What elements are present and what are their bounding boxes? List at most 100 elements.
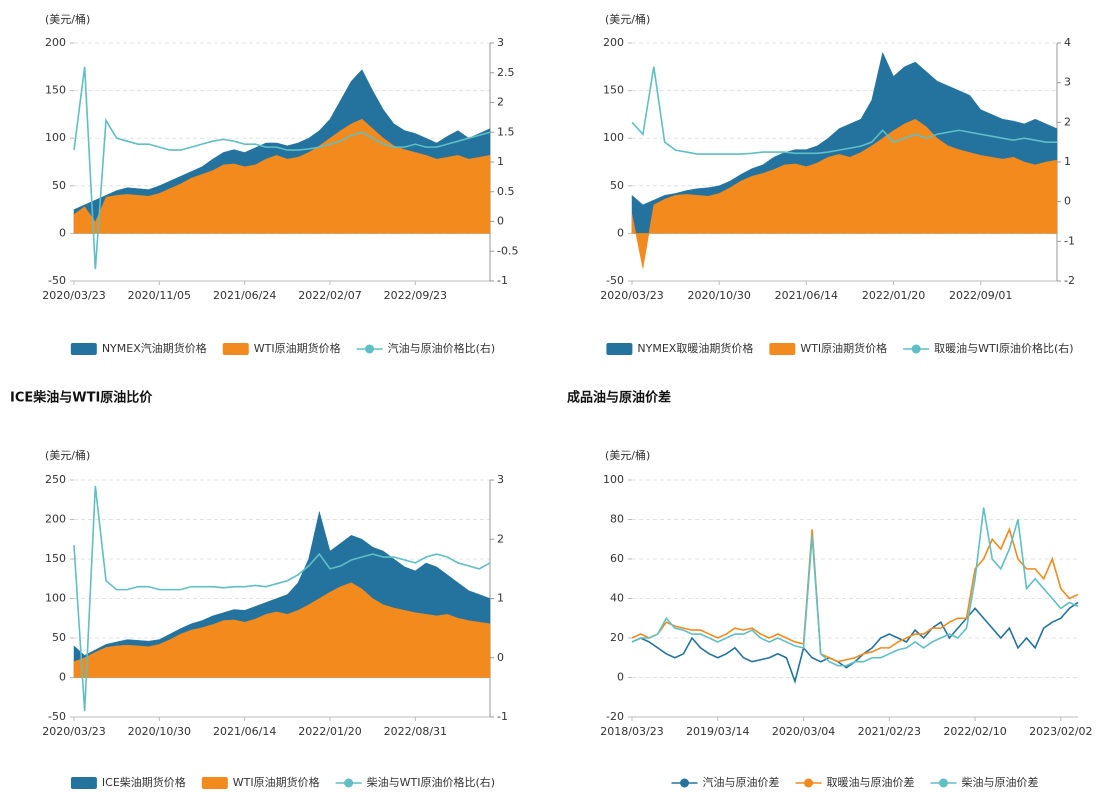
y2-tick-label: 2: [497, 96, 504, 109]
area: [73, 582, 491, 678]
x-tick-label: 2020/11/05: [128, 289, 191, 302]
x-tick-label: 2021/06/14: [775, 289, 838, 302]
legend-swatch: [769, 343, 796, 355]
legend-label: 汽油与原油价差: [703, 775, 780, 789]
y-tick-label: -20: [606, 710, 624, 723]
x-tick-label: 2021/02/23: [858, 725, 921, 738]
x-tick-label: 2020/10/30: [128, 725, 191, 738]
x-tick-label: 2022/02/10: [943, 725, 1006, 738]
unit-label: (美元/桶): [45, 12, 90, 26]
y-tick-label: 80: [610, 513, 624, 526]
chart-panel: ICE柴油与WTI原油比价 (美元/桶) -50 0 50 100 150 200 250 -1 0…: [10, 390, 508, 789]
y-tick-label: 0: [617, 226, 624, 239]
x-tick-label: 2021/06/14: [213, 725, 276, 738]
chart-panel: 成品油与原油价差 (美元/桶) -20 0 20 40 60 80 100 2018/03/23 2…: [567, 390, 1093, 790]
y-tick-label: -50: [48, 710, 66, 723]
legend-marker: [680, 778, 689, 788]
line: [73, 66, 491, 270]
line: [631, 507, 1079, 667]
x-tick-label: 2022/09/01: [949, 289, 1012, 302]
legend-swatch: [70, 777, 97, 789]
y2-tick-label: -0.5: [497, 244, 518, 257]
legend-marker: [365, 344, 375, 354]
x-tick-label: 2019/03/14: [686, 725, 749, 738]
y2-tick-label: -1: [497, 274, 508, 287]
y2-tick-label: 0.5: [497, 185, 515, 198]
legend-label: 取暖油与WTI原油价格比(右): [934, 341, 1073, 355]
chart-panel: (美元/桶) -50 0 50 100 150 200 -2 -1 0 1 2 3 4 2020/03/23…: [600, 12, 1075, 355]
y2-tick-label: 1: [1064, 155, 1071, 168]
y2-tick-label: 2: [1064, 115, 1071, 128]
legend: NYMEX汽油期货价格 WTI原油期货价格 汽油与原油价格比(右): [70, 341, 496, 355]
legend-marker: [939, 778, 948, 788]
x-tick-label: 2022/09/23: [384, 289, 447, 302]
y-tick-label: 100: [45, 592, 66, 605]
x-tick-label: 2020/03/04: [772, 725, 835, 738]
y2-tick-label: 3: [1064, 76, 1071, 89]
y2-tick-label: 0: [497, 215, 504, 228]
x-tick-label: 2022/01/20: [298, 725, 361, 738]
legend: NYMEX取暖油期货价格 WTI原油期货价格 取暖油与WTI原油价格比(右): [606, 341, 1074, 355]
x-tick-label: 2022/02/07: [298, 289, 361, 302]
y-tick-label: 150: [45, 84, 66, 97]
legend-marker: [804, 778, 813, 788]
legend-swatch: [70, 343, 97, 355]
y-tick-label: 200: [603, 36, 624, 49]
legend-label: NYMEX取暖油期货价格: [637, 341, 753, 355]
unit-label: (美元/桶): [605, 448, 650, 462]
y-tick-label: -50: [48, 274, 66, 287]
y-tick-label: 60: [610, 552, 624, 565]
unit-label: (美元/桶): [45, 448, 90, 462]
legend-label: NYMEX汽油期货价格: [102, 341, 207, 355]
line: [73, 485, 491, 712]
x-tick-label: 2023/02/02: [1029, 725, 1092, 738]
x-tick-label: 2022/01/20: [862, 289, 925, 302]
y-tick-label: -50: [606, 274, 624, 287]
y2-tick-label: 2: [497, 532, 504, 545]
y-tick-label: 200: [45, 36, 66, 49]
legend-swatch: [606, 343, 633, 355]
y2-tick-label: -1: [1064, 234, 1075, 247]
legend: 汽油与原油价差 取暖油与原油价差 柴油与原油价差: [671, 775, 1039, 789]
y-tick-label: 250: [45, 473, 66, 486]
x-tick-label: 2018/03/23: [600, 725, 663, 738]
y-tick-label: 50: [52, 179, 66, 192]
unit-label: (美元/桶): [605, 12, 650, 26]
x-tick-label: 2020/03/23: [42, 289, 105, 302]
y-tick-label: 100: [603, 131, 624, 144]
chart-panel: (美元/桶) -50 0 50 100 150 200 -1 -0.5 0 0.5 1 1.5 2 2.5 3…: [42, 12, 518, 355]
y2-tick-label: 4: [1064, 36, 1071, 49]
y2-tick-label: -1: [497, 710, 508, 723]
y-tick-label: 50: [52, 631, 66, 644]
y-tick-label: 0: [617, 671, 624, 684]
legend-label: 汽油与原油价格比(右): [388, 341, 496, 355]
x-tick-label: 2020/03/23: [600, 289, 663, 302]
y-tick-label: 150: [45, 552, 66, 565]
y2-tick-label: 2.5: [497, 66, 515, 79]
legend-swatch: [201, 777, 228, 789]
y-tick-label: 100: [45, 131, 66, 144]
y2-tick-label: 0: [1064, 195, 1071, 208]
area: [631, 118, 1058, 269]
y2-tick-label: 3: [497, 36, 504, 49]
line: [631, 527, 1079, 663]
legend-label: 取暖油与原油价差: [827, 775, 915, 789]
y-tick-label: 50: [610, 179, 624, 192]
legend-label: ICE柴油期货价格: [102, 775, 186, 789]
y-tick-label: 20: [610, 631, 624, 644]
y-tick-label: 0: [59, 226, 66, 239]
line: [631, 66, 1057, 155]
x-tick-label: 2020/10/30: [687, 289, 750, 302]
y2-tick-label: 1: [497, 155, 504, 168]
x-tick-label: 2021/06/24: [213, 289, 276, 302]
chart-title: ICE柴油与WTI原油比价: [10, 390, 153, 406]
legend-swatch: [222, 343, 249, 355]
area: [73, 118, 491, 234]
y-tick-label: 100: [603, 473, 624, 486]
chart-title: 成品油与原油价差: [567, 390, 671, 406]
legend-label: WTI原油期货价格: [254, 341, 341, 355]
legend-label: 柴油与WTI原油价格比(右): [367, 775, 495, 789]
line: [631, 601, 1079, 685]
legend-marker: [911, 344, 921, 354]
